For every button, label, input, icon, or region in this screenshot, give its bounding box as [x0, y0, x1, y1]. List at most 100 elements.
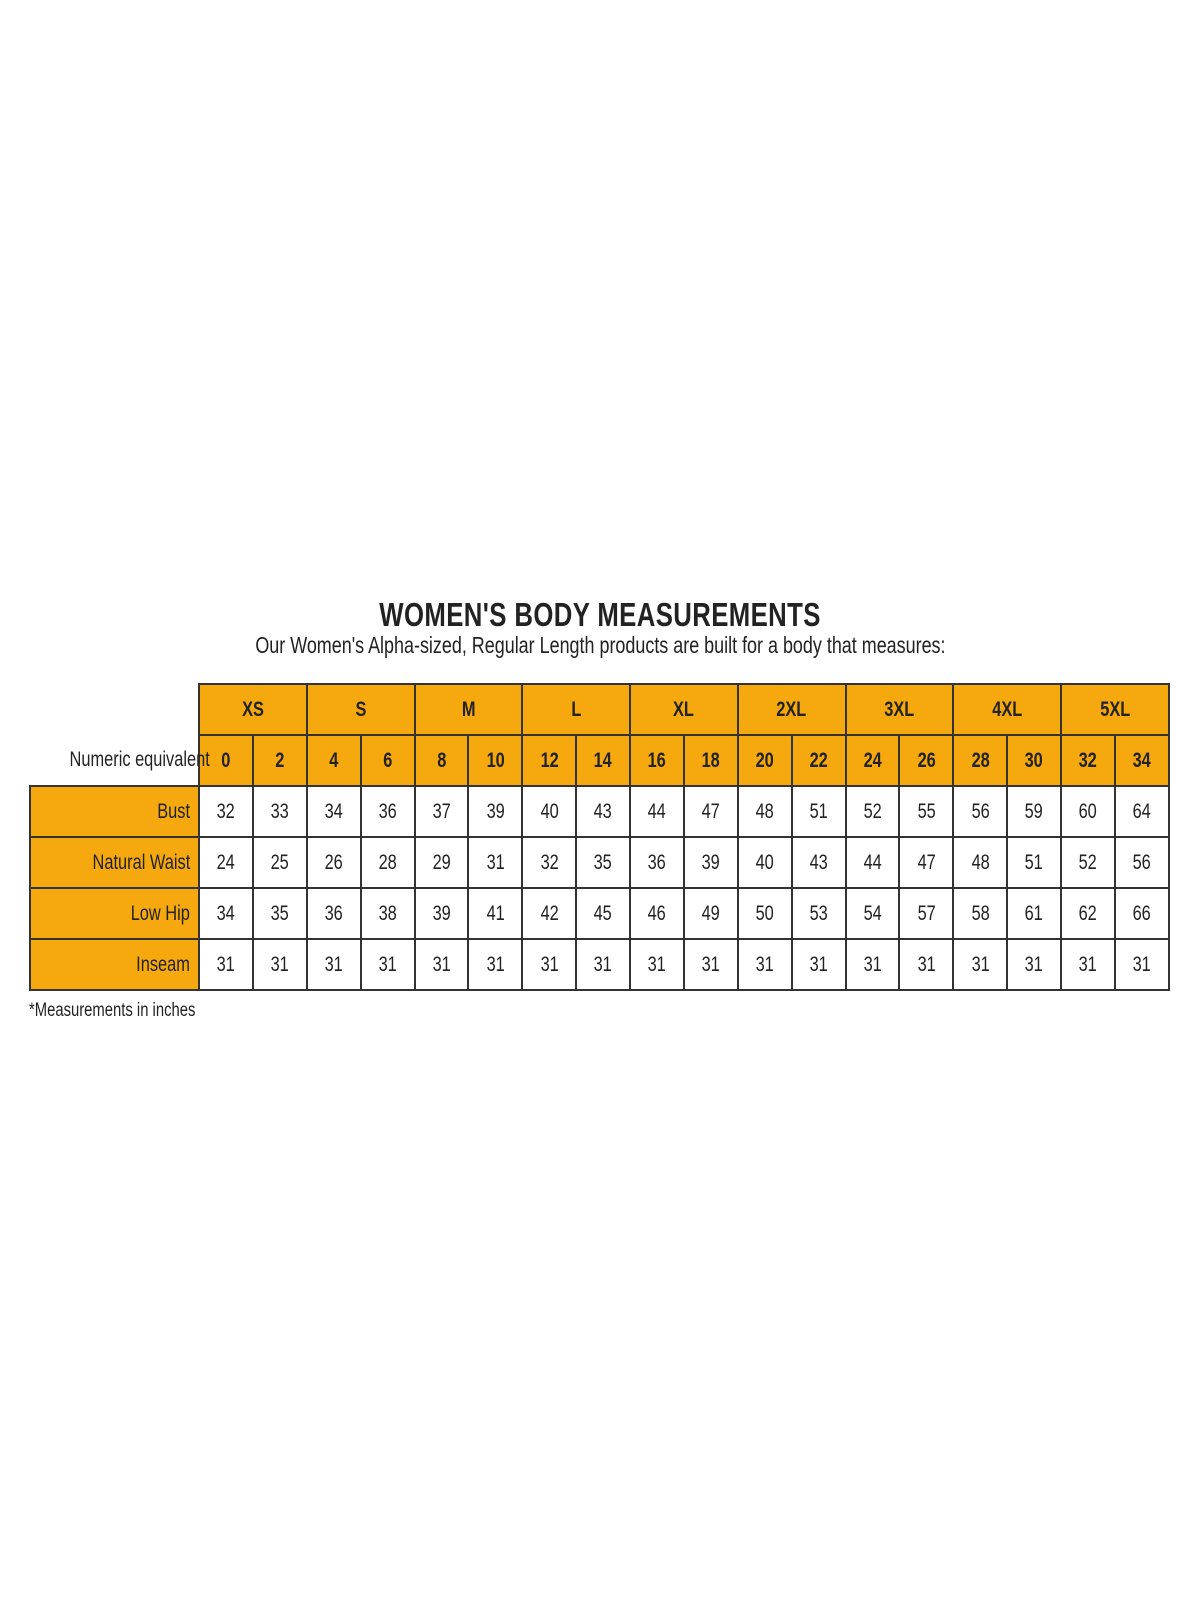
measurement-cell-text: 51 — [1024, 850, 1044, 874]
numeric-size-text: 24 — [863, 748, 882, 772]
table-row: Bust 32 33 34 36 37 39 40 43 44 47 48 51 52 55 56 59 60 64 — [29, 785, 1171, 838]
numeric-size: 8 — [413, 734, 470, 787]
measurement-cell: 60 — [1060, 785, 1116, 838]
measurement-cell-text: 48 — [755, 799, 774, 823]
numeric-size: 22 — [790, 734, 847, 787]
numeric-size: 24 — [844, 734, 901, 787]
measurement-cell-text: 62 — [1078, 901, 1098, 925]
numeric-size: 16 — [629, 734, 685, 787]
measurement-cell: 48 — [952, 836, 1009, 889]
numeric-size: 26 — [898, 734, 955, 787]
measurement-cell: 47 — [682, 785, 739, 838]
measurement-cell-text: 37 — [432, 799, 451, 823]
numeric-size-text: 32 — [1078, 748, 1098, 772]
measurement-cell-text: 29 — [432, 850, 451, 874]
measurement-cell-text: 31 — [1078, 952, 1098, 976]
size-header-row: XS S M L XL 2XL 3XL 4XL 5XL — [30, 683, 1170, 736]
measurement-cell: 38 — [359, 887, 416, 940]
numeric-size: 6 — [359, 734, 416, 787]
numeric-size-text: 26 — [917, 748, 936, 772]
measurement-cell: 56 — [1113, 836, 1171, 889]
size-header: XS — [198, 683, 308, 736]
numeric-row: Numeric equivalent 0 2 4 6 8 10 12 14 16 18 20 22 24 2… — [30, 734, 1171, 787]
size-header-text: 5XL — [1099, 697, 1131, 721]
measurement-cell: 34 — [198, 887, 254, 940]
measurement-cell: 31 — [575, 938, 631, 991]
measurement-cell-text: 44 — [863, 850, 882, 874]
numeric-size: 32 — [1060, 734, 1116, 787]
measurement-cell-text: 45 — [593, 901, 613, 925]
measurement-cell-text: 42 — [540, 901, 559, 925]
measurement-cell: 41 — [467, 887, 524, 940]
measurement-cell: 66 — [1113, 887, 1171, 940]
measurement-cell: 47 — [898, 836, 955, 889]
measurement-cell: 33 — [251, 785, 308, 838]
measurement-cell: 40 — [521, 785, 578, 838]
measurement-cell-text: 55 — [917, 799, 936, 823]
measurement-cell-text: 31 — [701, 952, 720, 976]
measurement-cell-text: 35 — [593, 850, 613, 874]
measurement-cell-text: 44 — [647, 799, 667, 823]
measurement-cell-text: 31 — [432, 952, 451, 976]
measurement-cell: 52 — [1060, 836, 1116, 889]
measurement-cell-text: 46 — [647, 901, 667, 925]
measurement-cell: 62 — [1060, 887, 1116, 940]
size-header-text: XS — [241, 697, 264, 721]
table-row: Natural Waist 24 25 26 28 29 31 32 35 36 39 40 43 44 4… — [29, 836, 1171, 889]
footnote-text: *Measurements in inches — [29, 1000, 196, 1021]
size-header: 4XL — [952, 683, 1062, 736]
measurement-cell: 55 — [898, 785, 955, 838]
measurement-cell-text: 47 — [701, 799, 720, 823]
row-label-text: Natural Waist — [92, 850, 190, 874]
measurement-cell: 46 — [629, 887, 685, 940]
measurement-cell: 31 — [413, 938, 470, 991]
measurement-cell-text: 31 — [216, 952, 236, 976]
numeric-size: 34 — [1113, 734, 1171, 787]
numeric-size-text: 8 — [436, 748, 446, 772]
measurement-cell-text: 61 — [1024, 901, 1044, 925]
numeric-size-text: 12 — [540, 748, 559, 772]
subtitle: Our Women's Alpha-sized, Regular Length … — [0, 632, 1200, 659]
measurement-cell-text: 31 — [540, 952, 559, 976]
measurement-cell-text: 32 — [540, 850, 559, 874]
numeric-size-text: 2 — [275, 748, 285, 772]
measurement-cell-text: 36 — [324, 901, 343, 925]
measurement-cell-text: 56 — [1132, 850, 1152, 874]
measurement-cell: 51 — [1006, 836, 1062, 889]
numeric-size-text: 10 — [486, 748, 505, 772]
measurement-cell-text: 31 — [863, 952, 882, 976]
measurement-cell-text: 34 — [324, 799, 343, 823]
measurement-cell: 31 — [1113, 938, 1171, 991]
numeric-size-text: 4 — [329, 748, 339, 772]
numeric-size: 2 — [251, 734, 308, 787]
measurement-cell: 31 — [952, 938, 1009, 991]
measurement-cell-text: 31 — [917, 952, 936, 976]
measurement-cell-text: 36 — [378, 799, 397, 823]
measurement-cell: 26 — [305, 836, 362, 889]
numeric-size-text: 14 — [593, 748, 613, 772]
numeric-size: 0 — [198, 734, 254, 787]
numeric-label: Numeric equivalent — [30, 735, 210, 787]
measurement-cell: 58 — [952, 887, 1009, 940]
size-header: M — [413, 683, 524, 736]
measurement-cell-text: 60 — [1078, 799, 1098, 823]
measurement-cell-text: 31 — [486, 850, 505, 874]
numeric-size-text: 22 — [809, 748, 828, 772]
numeric-label-text: Numeric equivalent — [69, 748, 210, 771]
row-label-text: Inseam — [136, 952, 190, 976]
measurement-cell: 31 — [359, 938, 416, 991]
numeric-size-text: 18 — [701, 748, 720, 772]
measurement-cell-text: 39 — [486, 799, 505, 823]
row-label-text: Low Hip — [130, 901, 190, 925]
measurement-cell: 49 — [682, 887, 739, 940]
measurement-cell: 35 — [575, 836, 631, 889]
numeric-size: 12 — [521, 734, 578, 787]
measurement-cell: 39 — [467, 785, 524, 838]
footnote: *Measurements in inches — [29, 1000, 242, 1022]
measurement-cell-text: 40 — [540, 799, 559, 823]
measurement-cell: 31 — [305, 938, 362, 991]
measurement-cell-text: 51 — [809, 799, 828, 823]
size-header-text: 2XL — [776, 697, 807, 721]
numeric-size-text: 34 — [1132, 748, 1152, 772]
row-label: Bust — [29, 785, 200, 838]
